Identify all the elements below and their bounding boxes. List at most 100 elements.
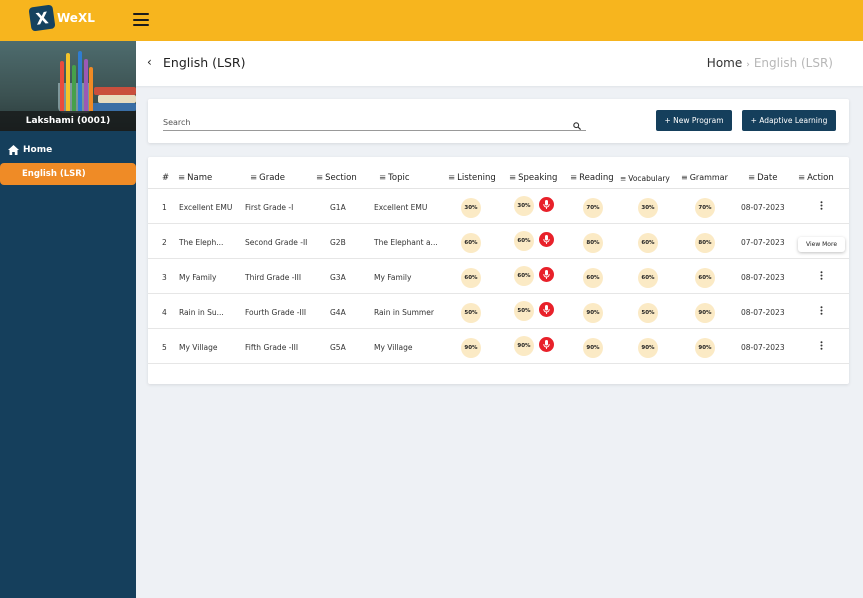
table-row[interactable]: 4 Rain in Su... Fourth Grade -III G4A Rain i…	[148, 294, 849, 329]
cell-name: Rain in Su...	[179, 308, 224, 317]
microphone-icon[interactable]	[539, 232, 554, 247]
listening-score-badge: 60%	[461, 268, 481, 288]
cell-num: 4	[162, 308, 167, 317]
sort-icon: ≡	[250, 173, 258, 183]
more-options-icon[interactable]	[820, 201, 824, 210]
sidebar-item-home[interactable]: Home	[8, 145, 52, 155]
listening-score-badge: 60%	[461, 233, 481, 253]
sidebar-item-english-lsr[interactable]: English (LSR)	[0, 163, 136, 185]
breadcrumb: Home › English (LSR)	[707, 56, 833, 70]
column-header-reading[interactable]: ≡ Reading	[570, 173, 614, 183]
chevron-left-icon[interactable]: ‹	[147, 55, 152, 69]
column-header-grade[interactable]: ≡ Grade	[250, 173, 286, 183]
cell-topic: Rain in Summer	[374, 308, 434, 317]
column-header-topic[interactable]: ≡ Topic	[379, 173, 410, 183]
speaking-score-badge: 60%	[514, 266, 534, 286]
reading-score-badge: 80%	[583, 233, 603, 253]
cell-topic: Excellent EMU	[374, 203, 428, 212]
cell-num: 3	[162, 273, 167, 282]
cell-grade: Third Grade -III	[245, 273, 302, 282]
profile-banner: Lakshami (0001)	[0, 41, 136, 131]
breadcrumb-home[interactable]: Home	[706, 56, 743, 70]
header-divider	[148, 188, 849, 189]
cell-name: Excellent EMU	[179, 203, 233, 212]
sort-icon: ≡	[178, 173, 186, 183]
cell-date: 08-07-2023	[741, 273, 785, 282]
microphone-icon[interactable]	[539, 302, 554, 317]
listening-score-badge: 30%	[461, 198, 481, 218]
reading-score-badge: 70%	[583, 198, 603, 218]
reading-score-badge: 90%	[583, 303, 603, 323]
logo-mark: X	[28, 4, 56, 32]
column-header-speaking[interactable]: ≡ Speaking	[509, 173, 558, 183]
table-row[interactable]: 1 Excellent EMU First Grade -I G1A Excellent…	[148, 189, 849, 224]
page-header: ‹ English (LSR) Home › English (LSR)	[136, 41, 863, 86]
cell-name: My Village	[179, 343, 218, 352]
cell-name: The Eleph...	[179, 238, 224, 247]
table-row[interactable]: 3 My Family Third Grade -III G3A My Family 08…	[148, 259, 849, 294]
logo[interactable]: X WeXL	[28, 4, 95, 32]
cell-num: 2	[162, 238, 167, 247]
table-row[interactable]: 2 The Eleph... Second Grade -II G2B The Elep…	[148, 224, 849, 259]
microphone-icon[interactable]	[539, 197, 554, 212]
table-row[interactable]: 5 My Village Fifth Grade -III G5A My Village…	[148, 329, 849, 364]
column-header-action[interactable]: ≡ Action	[798, 173, 834, 183]
hamburger-menu-icon[interactable]	[133, 13, 149, 26]
sort-icon: ≡	[681, 173, 688, 182]
microphone-icon[interactable]	[539, 337, 554, 352]
cell-topic: The Elephant a...	[374, 238, 438, 247]
more-options-icon[interactable]	[820, 341, 824, 350]
more-options-icon[interactable]	[820, 271, 824, 280]
speaking-score-badge: 30%	[514, 196, 534, 216]
cell-section: G2B	[330, 238, 346, 247]
breadcrumb-current: English (LSR)	[753, 56, 833, 70]
sidebar: Lakshami (0001) Home English (LSR)	[0, 41, 136, 598]
sort-icon: ≡	[379, 173, 387, 183]
adaptive-learning-button[interactable]: + Adaptive Learning	[742, 110, 836, 131]
search-card: + New Program + Adaptive Learning	[148, 99, 849, 143]
search-icon[interactable]	[573, 122, 581, 130]
cell-date: 08-07-2023	[741, 343, 785, 352]
column-header-vocabulary[interactable]: ≡ Vocabulary	[620, 174, 670, 183]
microphone-icon[interactable]	[539, 267, 554, 282]
listening-score-badge: 50%	[461, 303, 481, 323]
column-header-name[interactable]: ≡ Name	[178, 173, 213, 183]
cell-num: 1	[162, 203, 167, 212]
column-header-section[interactable]: ≡ Section	[316, 173, 357, 183]
column-header-listening[interactable]: ≡ Listening	[448, 173, 496, 183]
cell-date: 07-07-2023	[741, 238, 785, 247]
vocabulary-score-badge: 60%	[638, 233, 658, 253]
search-input[interactable]	[163, 115, 586, 131]
cell-topic: My Village	[374, 343, 413, 352]
sort-icon: ≡	[509, 173, 517, 183]
cell-section: G3A	[330, 273, 346, 282]
column-header-grammar[interactable]: ≡ Grammar	[681, 173, 728, 182]
reading-score-badge: 60%	[583, 268, 603, 288]
vocabulary-score-badge: 60%	[638, 268, 658, 288]
sort-icon: ≡	[798, 173, 806, 183]
cell-grade: First Grade -I	[245, 203, 294, 212]
cell-grade: Second Grade -II	[245, 238, 308, 247]
more-options-icon[interactable]	[820, 306, 824, 315]
listening-score-badge: 90%	[461, 338, 481, 358]
grammar-score-badge: 90%	[695, 303, 715, 323]
sort-icon: ≡	[448, 173, 456, 183]
column-header-date[interactable]: ≡ Date	[748, 173, 778, 183]
books-image	[94, 87, 136, 95]
breadcrumb-separator: ›	[746, 60, 750, 70]
home-icon	[8, 145, 19, 155]
sort-icon: ≡	[570, 173, 578, 183]
cell-grade: Fourth Grade -III	[245, 308, 307, 317]
cell-topic: My Family	[374, 273, 412, 282]
logo-text: WeXL	[57, 11, 95, 25]
page-title: English (LSR)	[163, 55, 246, 70]
column-header-num: #	[162, 173, 170, 183]
sort-icon: ≡	[316, 173, 324, 183]
grammar-score-badge: 60%	[695, 268, 715, 288]
cell-name: My Family	[179, 273, 217, 282]
sidebar-item-home-label: Home	[23, 145, 53, 155]
new-program-button[interactable]: + New Program	[656, 110, 732, 131]
cell-date: 08-07-2023	[741, 203, 785, 212]
grammar-score-badge: 80%	[695, 233, 715, 253]
cell-section: G5A	[330, 343, 346, 352]
